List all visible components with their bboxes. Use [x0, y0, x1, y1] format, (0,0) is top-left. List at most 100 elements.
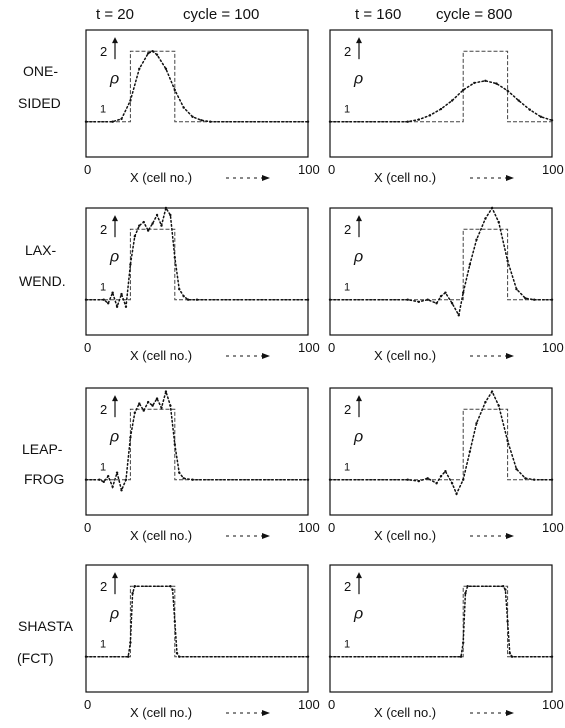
data-point	[417, 118, 420, 121]
data-point	[457, 314, 460, 317]
y-axis-label: ρ	[109, 70, 119, 87]
x-min-label: 0	[84, 162, 91, 177]
data-point	[178, 471, 181, 474]
data-point	[173, 443, 176, 446]
y-tick-label: 2	[100, 402, 107, 417]
row-label-leap-frog-line1: LEAP-	[22, 441, 63, 457]
data-point	[115, 471, 119, 474]
data-point	[160, 224, 163, 227]
x-axis-arrowhead	[506, 710, 514, 716]
data-point	[464, 592, 467, 595]
data-point	[171, 588, 174, 591]
data-point	[406, 478, 409, 481]
y-tick-label: 1	[100, 462, 106, 474]
data-point	[468, 263, 472, 266]
data-point	[124, 478, 128, 481]
data-point	[133, 584, 137, 588]
y-tick-label: 2	[100, 44, 107, 59]
data-point	[439, 474, 443, 478]
numerical-solution-line	[85, 206, 309, 310]
data-point	[146, 400, 150, 404]
data-point	[107, 302, 110, 305]
data-point	[497, 220, 500, 224]
x-axis-arrowhead	[262, 175, 270, 181]
data-point	[490, 390, 494, 393]
row-label-leap-frog-line2: FROG	[24, 471, 64, 487]
plot-frame	[329, 387, 553, 516]
y-tick-label: 2	[344, 579, 351, 594]
data-point	[417, 300, 420, 304]
data-point	[169, 404, 172, 407]
data-point	[169, 213, 172, 217]
plot-frame	[329, 29, 553, 158]
data-point	[550, 478, 554, 481]
data-point	[506, 620, 509, 623]
data-point	[129, 641, 132, 644]
data-point	[151, 49, 154, 53]
x-axis-label: X (cell no.)	[130, 170, 192, 185]
x-max-label: 100	[542, 162, 564, 177]
data-point	[195, 298, 199, 301]
data-point	[84, 655, 88, 658]
row-label-lax-wend-line2: WEND.	[19, 273, 66, 289]
numerical-solution-line	[329, 389, 553, 496]
data-point	[462, 641, 465, 644]
data-point	[426, 298, 429, 301]
row-label-shasta-line1: SHASTA	[18, 618, 74, 634]
data-point	[155, 213, 159, 217]
y-axis-label: ρ	[109, 248, 119, 265]
x-max-label: 100	[542, 697, 564, 712]
y-tick-label: 1	[100, 639, 106, 651]
data-point	[462, 88, 465, 92]
x-max-label: 100	[298, 162, 320, 177]
data-point	[435, 482, 438, 485]
plot-frame	[329, 564, 553, 693]
row-label-one-sided-line1: ONE-	[23, 63, 58, 79]
x-axis-arrowhead	[262, 533, 270, 539]
x-axis-arrowhead	[506, 533, 514, 539]
x-min-label: 0	[84, 520, 91, 535]
x-axis-arrowhead	[262, 353, 270, 359]
y-tick-label: 1	[344, 282, 350, 294]
data-point	[459, 655, 463, 658]
x-max-label: 100	[542, 340, 564, 355]
data-point	[462, 291, 465, 294]
data-point	[84, 120, 88, 123]
data-point	[107, 474, 110, 478]
y-axis-label: ρ	[109, 428, 119, 445]
data-point	[142, 220, 145, 224]
chart-panel: 2 1 ρ 0 100 X (cell no.)	[84, 206, 320, 363]
data-point	[528, 108, 531, 111]
chart-panel: 2 1 ρ 0 100 X (cell no.)	[328, 564, 564, 720]
numerical-solution-line	[85, 50, 309, 123]
x-axis-label: X (cell no.)	[130, 528, 192, 543]
exact-solution-line	[330, 228, 552, 301]
y-tick-label: 2	[100, 222, 107, 237]
data-point	[462, 478, 465, 481]
data-point	[508, 651, 512, 655]
data-point	[182, 294, 185, 298]
x-min-label: 0	[84, 340, 91, 355]
y-tick-label: 1	[100, 104, 106, 116]
row-label-shasta-line2: (FCT)	[17, 650, 54, 666]
data-point	[506, 89, 509, 92]
numerical-solution-line	[85, 388, 309, 493]
data-point	[191, 478, 194, 481]
data-point	[455, 492, 458, 496]
exact-solution-line	[330, 585, 552, 658]
data-point	[178, 287, 181, 291]
chart-panel: 2 1 ρ 0 100 X (cell no.)	[328, 387, 564, 543]
column-cycle-label-1: cycle = 100	[183, 6, 259, 23]
column-cycle-label-2: cycle = 800	[436, 6, 512, 23]
x-min-label: 0	[328, 340, 335, 355]
data-point	[484, 217, 487, 220]
data-point	[102, 298, 105, 301]
data-point	[129, 436, 132, 439]
data-point	[133, 411, 137, 414]
x-axis-arrowhead	[506, 353, 514, 359]
data-point	[475, 422, 478, 425]
data-point	[200, 119, 203, 122]
data-point	[155, 53, 159, 56]
